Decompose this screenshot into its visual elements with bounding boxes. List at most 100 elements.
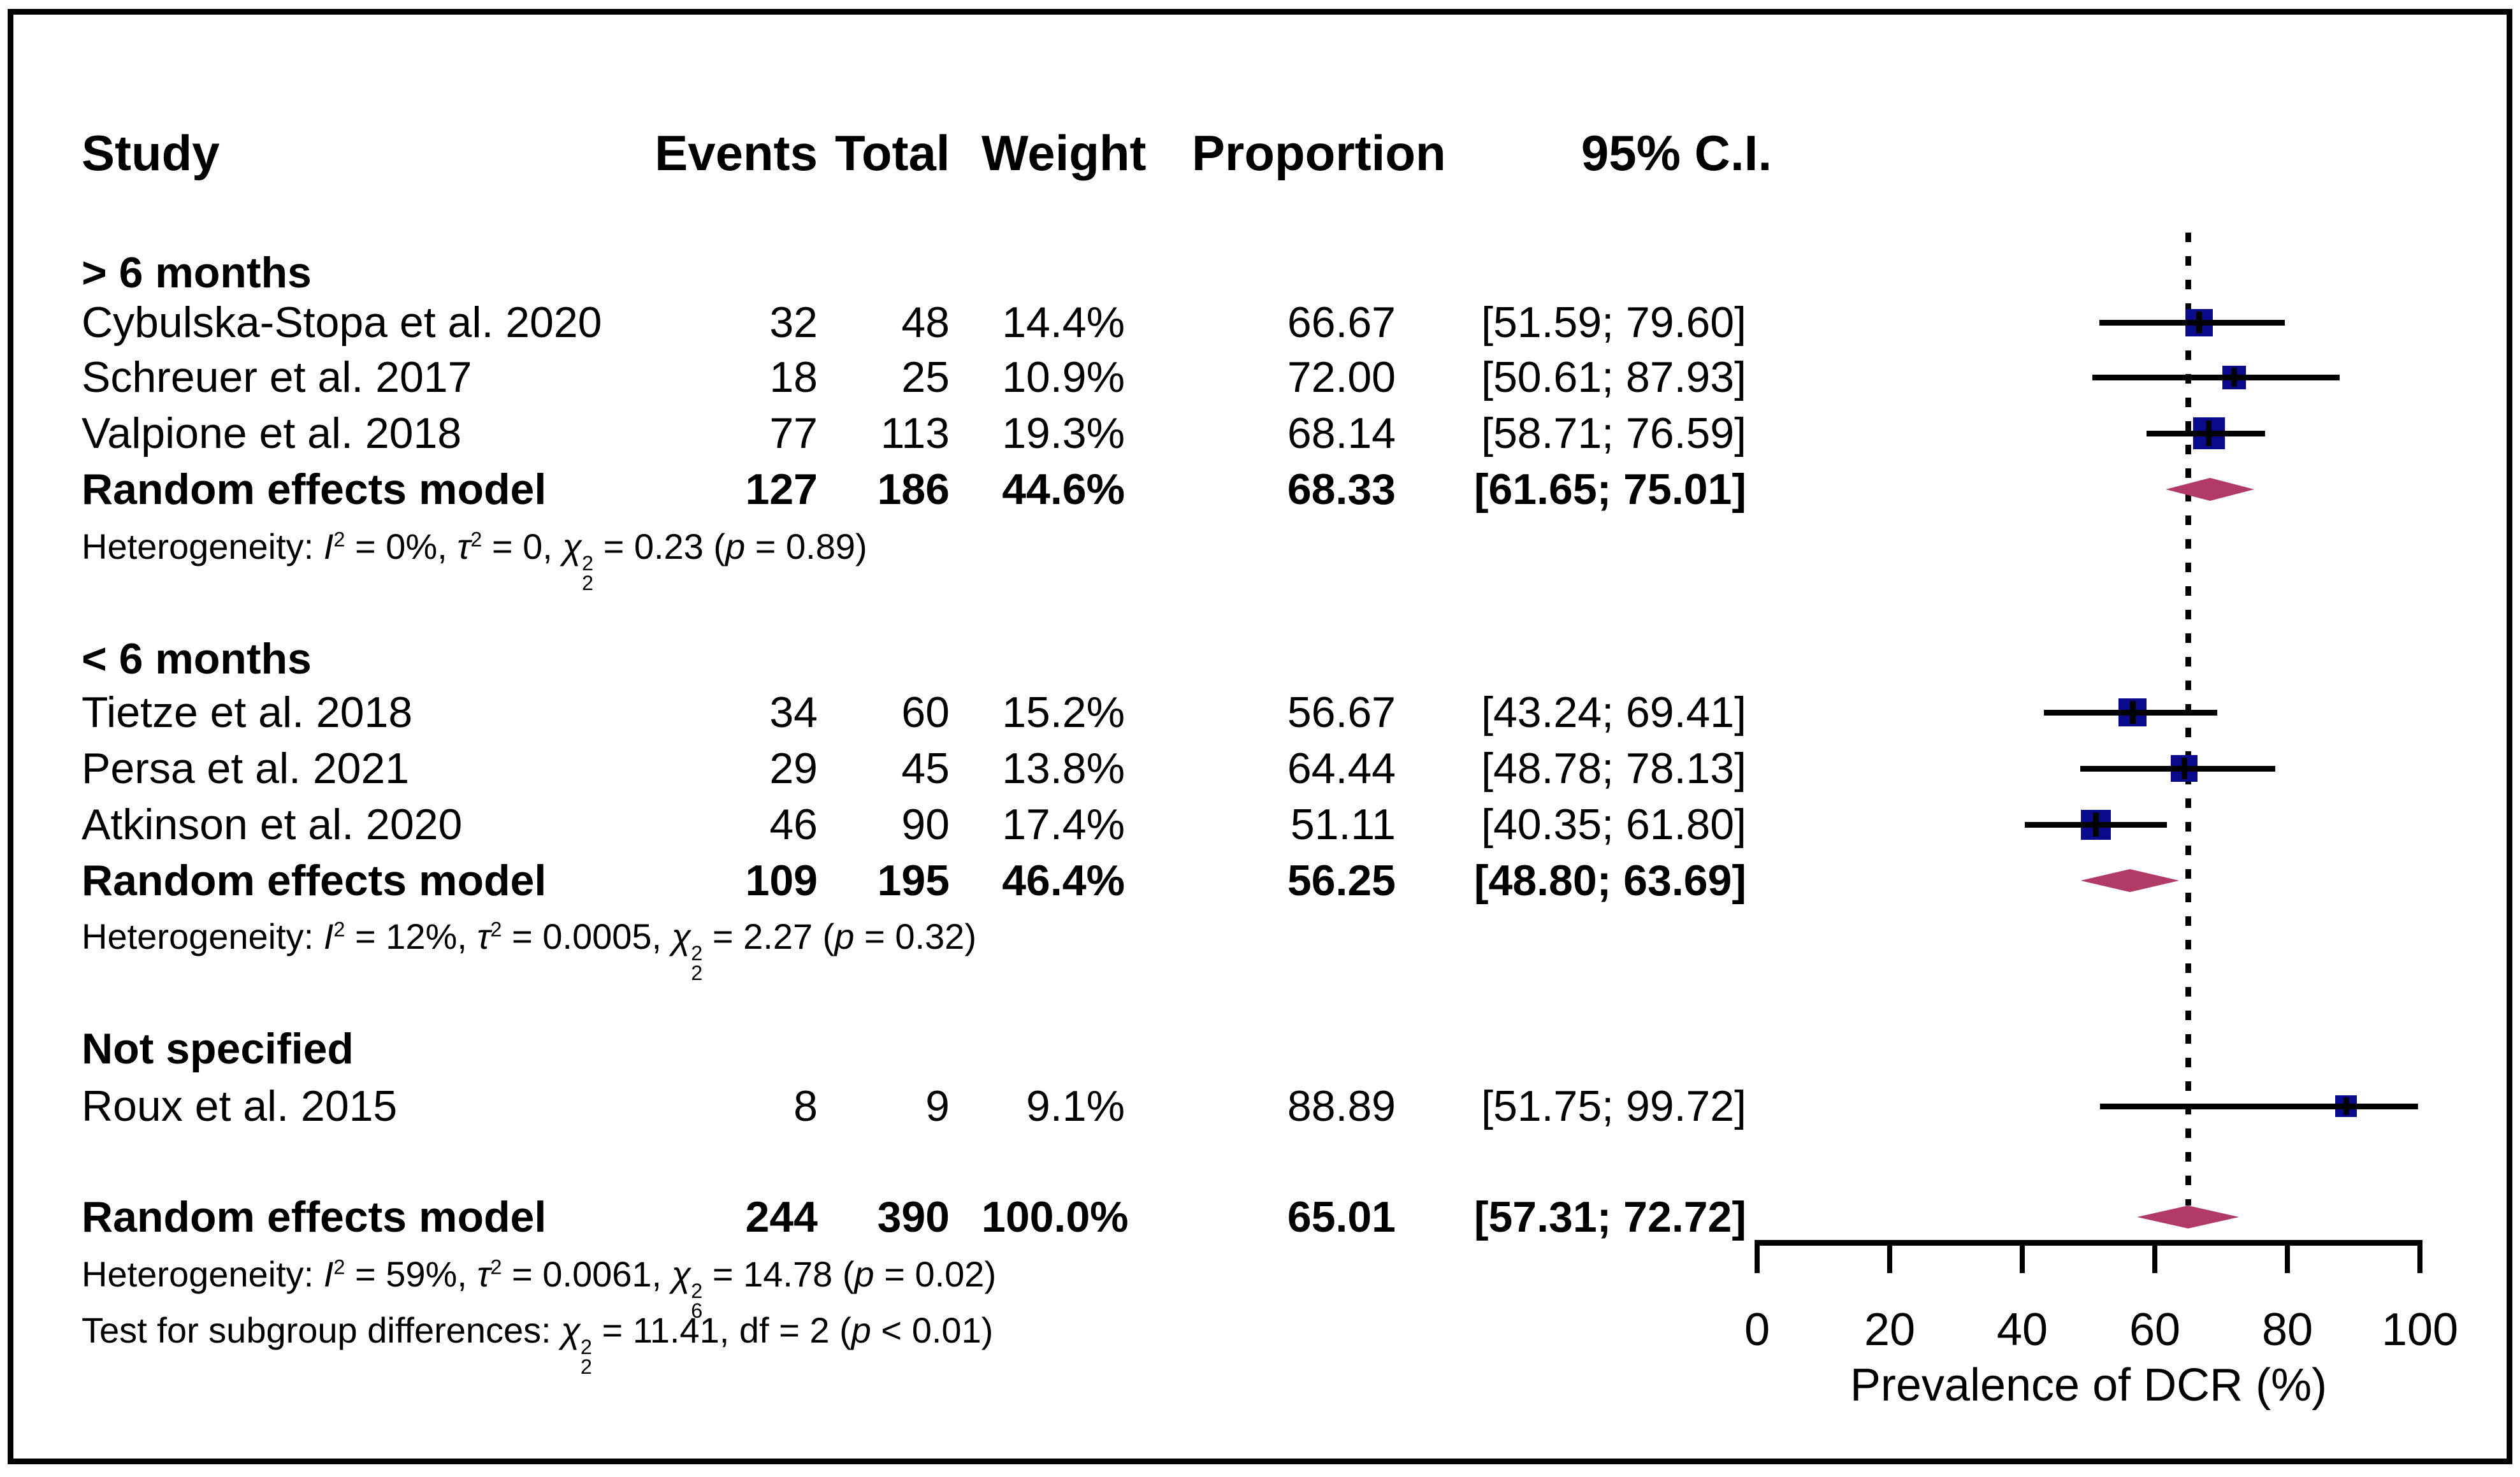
overall-pooled-row: Random effects model 244 390 100.0% 65.01 [57… <box>0 1189 2520 1245</box>
study-row-events: 77 <box>769 409 818 458</box>
study-row-weight: 9.1% <box>1026 1082 1125 1130</box>
study-row: Roux et al. 2015 8 9 9.1% 88.89 [51.75; 99.72… <box>0 1078 2520 1134</box>
study-row-weight: 15.2% <box>1002 688 1125 737</box>
confidence-interval-line <box>2080 765 2275 772</box>
study-row: Atkinson et al. 2020 46 90 17.4% 51.11 [40.35… <box>0 796 2520 853</box>
point-estimate-tick <box>2196 311 2202 334</box>
pooled-row-weight: 46.4% <box>1002 856 1125 905</box>
study-row-weight: 10.9% <box>1002 353 1125 401</box>
study-row-name: Schreuer et al. 2017 <box>82 353 472 401</box>
x-axis-title: Prevalence of DCR (%) <box>1850 1360 2328 1411</box>
study-row-events: 32 <box>769 298 818 347</box>
axis-tick-label: 80 <box>2261 1304 2314 1355</box>
study-row-proportion: 68.14 <box>1287 409 1396 458</box>
study-row-total: 90 <box>901 800 950 849</box>
pooled-row-name: Random effects model <box>82 856 547 905</box>
axis-tick <box>2020 1243 2025 1273</box>
overall-pooled-row-weight: 100.0% <box>981 1193 1129 1241</box>
confidence-interval-line <box>2099 319 2285 326</box>
study-row-name: Valpione et al. 2018 <box>82 409 462 458</box>
study-row-ci: [51.59; 79.60] <box>1481 298 1746 347</box>
pooled-row: Random effects model 109 195 46.4% 56.25 [48.… <box>0 853 2520 909</box>
study-row-events: 46 <box>769 800 818 849</box>
confidence-interval-line <box>2100 1103 2419 1109</box>
axis-tick-label: 0 <box>1744 1304 1771 1355</box>
study-row-name: Tietze et al. 2018 <box>82 688 413 737</box>
study-row-events: 34 <box>769 688 818 737</box>
point-estimate-tick <box>2231 368 2238 387</box>
confidence-interval-line <box>2092 374 2340 380</box>
study-row-total: 48 <box>901 298 950 347</box>
point-estimate-tick <box>2181 758 2187 779</box>
study-row-total: 45 <box>901 744 950 793</box>
study-row-proportion: 88.89 <box>1287 1082 1396 1130</box>
study-row-ci: [40.35; 61.80] <box>1481 800 1746 849</box>
overall-pooled-row-events: 244 <box>745 1193 818 1241</box>
point-estimate-tick <box>2343 1097 2349 1115</box>
group-label-row: < 6 months <box>0 631 2520 687</box>
point-estimate-tick <box>2093 812 2099 837</box>
figure-border <box>8 9 2512 1464</box>
point-estimate-tick <box>2129 701 2136 724</box>
study-row-events: 8 <box>793 1082 818 1130</box>
point-estimate-tick <box>2206 421 2212 446</box>
study-row: Schreuer et al. 2017 18 25 10.9% 72.00 [50.61… <box>0 349 2520 405</box>
study-row-proportion: 66.67 <box>1287 298 1396 347</box>
pooled-row-total: 186 <box>877 465 950 514</box>
study-row-ci: [51.75; 99.72] <box>1481 1082 1746 1130</box>
study-row-weight: 17.4% <box>1002 800 1125 849</box>
study-row-total: 9 <box>925 1082 950 1130</box>
study-row: Tietze et al. 2018 34 60 15.2% 56.67 [43.24; … <box>0 684 2520 740</box>
study-row-ci: [48.78; 78.13] <box>1481 744 1746 793</box>
pooled-row: Random effects model 127 186 44.6% 68.33 [61.… <box>0 461 2520 517</box>
pooled-row-total: 195 <box>877 856 950 905</box>
study-row-total: 113 <box>880 409 950 458</box>
study-row: Valpione et al. 2018 77 113 19.3% 68.14 [58.7… <box>0 405 2520 461</box>
study-row-ci: [58.71; 76.59] <box>1481 409 1746 458</box>
col-header-proportion: Proportion <box>1192 125 1446 181</box>
col-header-study: Study <box>82 125 220 181</box>
pooled-row-proportion: 68.33 <box>1287 465 1396 514</box>
study-row-total: 60 <box>901 688 950 737</box>
study-row-name: Cybulska-Stopa et al. 2020 <box>82 298 602 347</box>
axis-tick <box>1887 1243 1892 1273</box>
study-row-name: Atkinson et al. 2020 <box>82 800 463 849</box>
study-row-proportion: 56.67 <box>1287 688 1396 737</box>
col-header-ci: 95% C.I. <box>1581 125 1772 181</box>
study-row-ci: [43.24; 69.41] <box>1481 688 1746 737</box>
axis-tick <box>2152 1243 2157 1273</box>
pooled-row-weight: 44.6% <box>1002 465 1125 514</box>
overall-pooled-row-ci: [57.31; 72.72] <box>1474 1193 1746 1241</box>
pooled-row-events: 127 <box>745 465 818 514</box>
pooled-row-events: 109 <box>745 856 818 905</box>
pooled-row-ci: [61.65; 75.01] <box>1474 465 1746 514</box>
axis-tick <box>1755 1243 1760 1273</box>
study-row-proportion: 64.44 <box>1287 744 1396 793</box>
col-header-weight: Weight <box>981 125 1147 181</box>
study-row-total: 25 <box>901 353 950 401</box>
axis-tick-label: 100 <box>2381 1304 2459 1355</box>
study-row-name: Persa et al. 2021 <box>82 744 410 793</box>
pooled-row-name: Random effects model <box>82 465 547 514</box>
confidence-interval-line <box>2146 430 2265 436</box>
col-header-events: Events <box>655 125 818 181</box>
x-axis-line <box>1755 1240 2422 1246</box>
overall-pooled-row-proportion: 65.01 <box>1287 1193 1396 1241</box>
axis-tick <box>2417 1243 2422 1273</box>
col-header-total: Total <box>835 125 950 181</box>
table-header-row: Study Events Total Weight Proportion 95%… <box>0 125 2520 181</box>
study-row-weight: 14.4% <box>1002 298 1125 347</box>
group-label: Not specified <box>82 1025 354 1073</box>
study-row-weight: 13.8% <box>1002 744 1125 793</box>
study-row-proportion: 51.11 <box>1290 800 1396 849</box>
axis-tick <box>2285 1243 2290 1273</box>
overall-pooled-row-name: Random effects model <box>82 1193 547 1241</box>
study-row: Cybulska-Stopa et al. 2020 32 48 14.4% 66.67… <box>0 294 2520 350</box>
